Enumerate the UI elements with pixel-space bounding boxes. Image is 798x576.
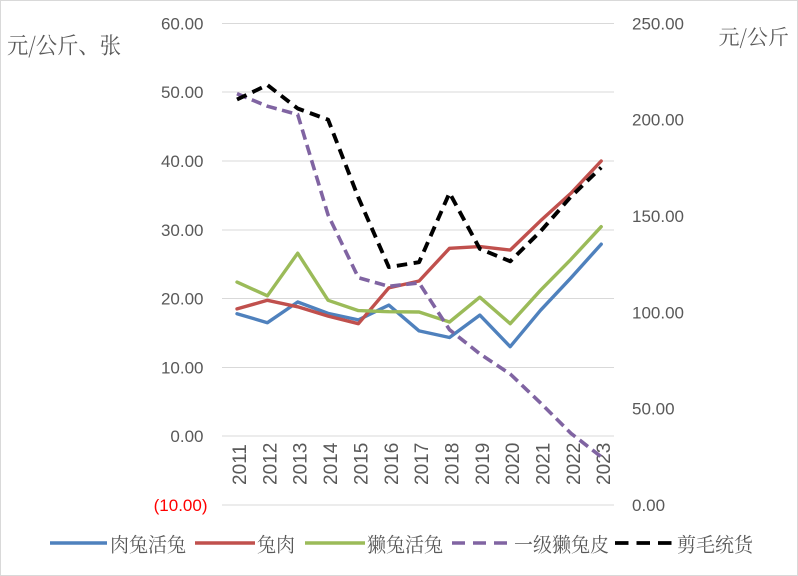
svg-text:100.00: 100.00 (632, 303, 684, 322)
svg-text:2018: 2018 (443, 443, 464, 485)
svg-text:2014: 2014 (321, 442, 342, 485)
svg-text:20.00: 20.00 (161, 290, 204, 309)
svg-text:2022: 2022 (564, 443, 585, 485)
svg-text:200.00: 200.00 (632, 111, 684, 130)
svg-text:10.00: 10.00 (161, 358, 204, 377)
svg-text:(10.00): (10.00) (154, 496, 208, 515)
svg-text:2016: 2016 (382, 443, 403, 485)
svg-text:2013: 2013 (291, 443, 312, 485)
svg-text:2019: 2019 (473, 443, 494, 485)
svg-text:2011: 2011 (230, 444, 251, 485)
svg-text:60.00: 60.00 (161, 14, 204, 33)
svg-text:40.00: 40.00 (161, 152, 204, 171)
svg-text:2021: 2021 (534, 443, 555, 485)
svg-text:150.00: 150.00 (632, 207, 684, 226)
svg-text:250.00: 250.00 (632, 14, 684, 33)
svg-text:2012: 2012 (260, 443, 281, 485)
svg-text:2017: 2017 (412, 443, 433, 485)
svg-text:0.00: 0.00 (170, 427, 203, 446)
svg-text:2015: 2015 (351, 443, 372, 485)
svg-text:0.00: 0.00 (632, 496, 665, 515)
svg-text:30.00: 30.00 (161, 221, 204, 240)
svg-text:2023: 2023 (594, 443, 615, 485)
svg-text:2020: 2020 (503, 443, 524, 485)
svg-text:50.00: 50.00 (161, 83, 204, 102)
svg-text:50.00: 50.00 (632, 400, 675, 419)
